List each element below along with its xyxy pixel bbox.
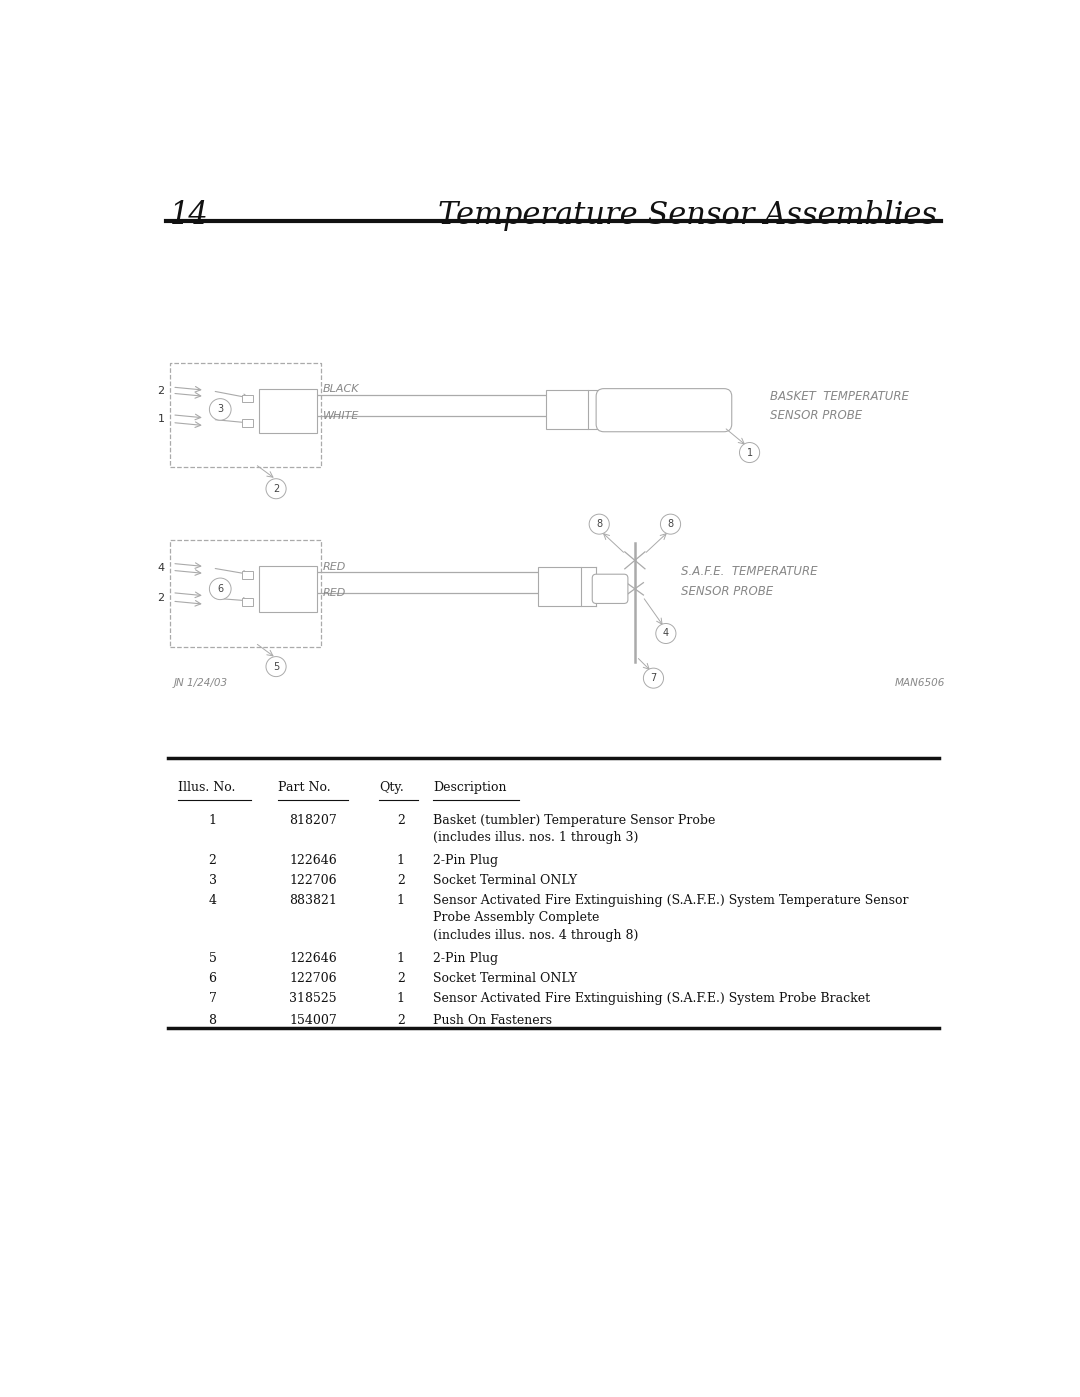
Text: 7: 7 <box>650 673 657 683</box>
Text: 8: 8 <box>667 520 674 529</box>
Text: 1: 1 <box>396 894 405 907</box>
FancyBboxPatch shape <box>242 419 253 427</box>
Text: 6: 6 <box>208 972 216 985</box>
Text: 2: 2 <box>396 972 405 985</box>
FancyBboxPatch shape <box>242 598 253 606</box>
Text: 2: 2 <box>396 813 405 827</box>
Text: WHITE: WHITE <box>323 411 359 420</box>
Text: 122706: 122706 <box>289 972 337 985</box>
Text: BASKET  TEMPERATURE: BASKET TEMPERATURE <box>770 390 909 402</box>
FancyBboxPatch shape <box>259 566 318 612</box>
Text: Push On Fasteners: Push On Fasteners <box>433 1014 552 1027</box>
Text: 318525: 318525 <box>289 992 337 1006</box>
Text: SENSOR PROBE: SENSOR PROBE <box>770 409 863 422</box>
Text: 2-Pin Plug: 2-Pin Plug <box>433 854 499 866</box>
Text: 2: 2 <box>396 873 405 887</box>
Text: 1: 1 <box>396 854 405 866</box>
Text: Basket (tumbler) Temperature Sensor Probe: Basket (tumbler) Temperature Sensor Prob… <box>433 813 716 827</box>
Text: 818207: 818207 <box>289 813 337 827</box>
Text: Qty.: Qty. <box>379 781 404 795</box>
Circle shape <box>266 657 286 676</box>
Text: Illus. No.: Illus. No. <box>177 781 235 795</box>
Text: BLACK: BLACK <box>323 384 359 394</box>
Text: 4: 4 <box>158 563 164 573</box>
FancyBboxPatch shape <box>592 574 627 604</box>
Text: (includes illus. nos. 1 through 3): (includes illus. nos. 1 through 3) <box>433 831 638 844</box>
Text: 3: 3 <box>208 873 216 887</box>
Text: 4: 4 <box>208 894 216 907</box>
Text: 5: 5 <box>273 662 279 672</box>
Text: 2-Pin Plug: 2-Pin Plug <box>433 953 499 965</box>
Text: 5: 5 <box>208 953 216 965</box>
Text: 1: 1 <box>396 992 405 1006</box>
Circle shape <box>590 514 609 534</box>
FancyBboxPatch shape <box>538 567 581 606</box>
Circle shape <box>210 578 231 599</box>
Text: JN 1/24/03: JN 1/24/03 <box>174 678 228 687</box>
Text: 122646: 122646 <box>289 953 337 965</box>
FancyBboxPatch shape <box>242 395 253 402</box>
Text: Probe Assembly Complete: Probe Assembly Complete <box>433 911 599 925</box>
Text: 122706: 122706 <box>289 873 337 887</box>
Text: 4: 4 <box>663 629 669 638</box>
Text: Temperature Sensor Assemblies: Temperature Sensor Assemblies <box>438 200 937 231</box>
Text: 2: 2 <box>158 386 164 395</box>
Text: (includes illus. nos. 4 through 8): (includes illus. nos. 4 through 8) <box>433 929 638 942</box>
Text: Part No.: Part No. <box>279 781 330 795</box>
Text: Description: Description <box>433 781 507 795</box>
Text: RED: RED <box>323 562 346 573</box>
Text: 8: 8 <box>208 1014 216 1027</box>
Text: 1: 1 <box>158 415 164 425</box>
Circle shape <box>740 443 759 462</box>
Text: 1: 1 <box>396 953 405 965</box>
Text: 2: 2 <box>158 594 164 604</box>
Circle shape <box>644 668 663 689</box>
Text: Sensor Activated Fire Extinguishing (S.A.F.E.) System Temperature Sensor: Sensor Activated Fire Extinguishing (S.A… <box>433 894 909 907</box>
Text: 154007: 154007 <box>289 1014 337 1027</box>
Text: RED: RED <box>323 588 346 598</box>
Text: 883821: 883821 <box>289 894 337 907</box>
Text: S.A.F.E.  TEMPERATURE: S.A.F.E. TEMPERATURE <box>681 566 818 578</box>
FancyBboxPatch shape <box>596 388 732 432</box>
Text: 3: 3 <box>217 404 224 415</box>
Text: 2: 2 <box>396 1014 405 1027</box>
Text: 7: 7 <box>208 992 216 1006</box>
FancyBboxPatch shape <box>259 388 318 433</box>
Circle shape <box>661 514 680 534</box>
Circle shape <box>656 623 676 644</box>
Text: Socket Terminal ONLY: Socket Terminal ONLY <box>433 873 578 887</box>
Circle shape <box>210 398 231 420</box>
Text: 8: 8 <box>596 520 603 529</box>
Circle shape <box>266 479 286 499</box>
Text: 122646: 122646 <box>289 854 337 866</box>
FancyBboxPatch shape <box>242 571 253 578</box>
Text: 1: 1 <box>208 813 216 827</box>
FancyBboxPatch shape <box>545 390 589 429</box>
Text: SENSOR PROBE: SENSOR PROBE <box>681 585 773 598</box>
Text: 2: 2 <box>208 854 216 866</box>
Text: 14: 14 <box>170 200 208 231</box>
Text: 1: 1 <box>746 447 753 458</box>
Text: 6: 6 <box>217 584 224 594</box>
Text: 2: 2 <box>273 483 279 493</box>
Text: Socket Terminal ONLY: Socket Terminal ONLY <box>433 972 578 985</box>
Text: Sensor Activated Fire Extinguishing (S.A.F.E.) System Probe Bracket: Sensor Activated Fire Extinguishing (S.A… <box>433 992 870 1006</box>
Text: MAN6506: MAN6506 <box>894 678 945 687</box>
